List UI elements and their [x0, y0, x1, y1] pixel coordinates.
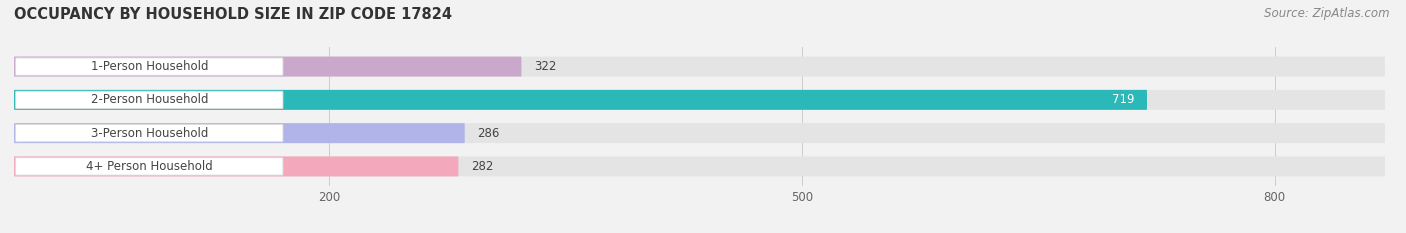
- FancyBboxPatch shape: [15, 58, 283, 75]
- FancyBboxPatch shape: [14, 90, 1147, 110]
- Text: Source: ZipAtlas.com: Source: ZipAtlas.com: [1264, 7, 1389, 20]
- FancyBboxPatch shape: [15, 124, 283, 142]
- Text: 286: 286: [477, 127, 499, 140]
- Text: 322: 322: [534, 60, 557, 73]
- FancyBboxPatch shape: [14, 123, 465, 143]
- Text: OCCUPANCY BY HOUSEHOLD SIZE IN ZIP CODE 17824: OCCUPANCY BY HOUSEHOLD SIZE IN ZIP CODE …: [14, 7, 453, 22]
- Text: 719: 719: [1112, 93, 1135, 106]
- Text: 1-Person Household: 1-Person Household: [90, 60, 208, 73]
- FancyBboxPatch shape: [15, 158, 283, 175]
- FancyBboxPatch shape: [14, 90, 1385, 110]
- Text: 282: 282: [471, 160, 494, 173]
- Text: 2-Person Household: 2-Person Household: [90, 93, 208, 106]
- FancyBboxPatch shape: [14, 123, 1385, 143]
- FancyBboxPatch shape: [14, 57, 1385, 77]
- FancyBboxPatch shape: [14, 156, 1385, 176]
- FancyBboxPatch shape: [14, 57, 522, 77]
- Text: 3-Person Household: 3-Person Household: [90, 127, 208, 140]
- Text: 4+ Person Household: 4+ Person Household: [86, 160, 212, 173]
- FancyBboxPatch shape: [15, 91, 283, 109]
- FancyBboxPatch shape: [14, 156, 458, 176]
